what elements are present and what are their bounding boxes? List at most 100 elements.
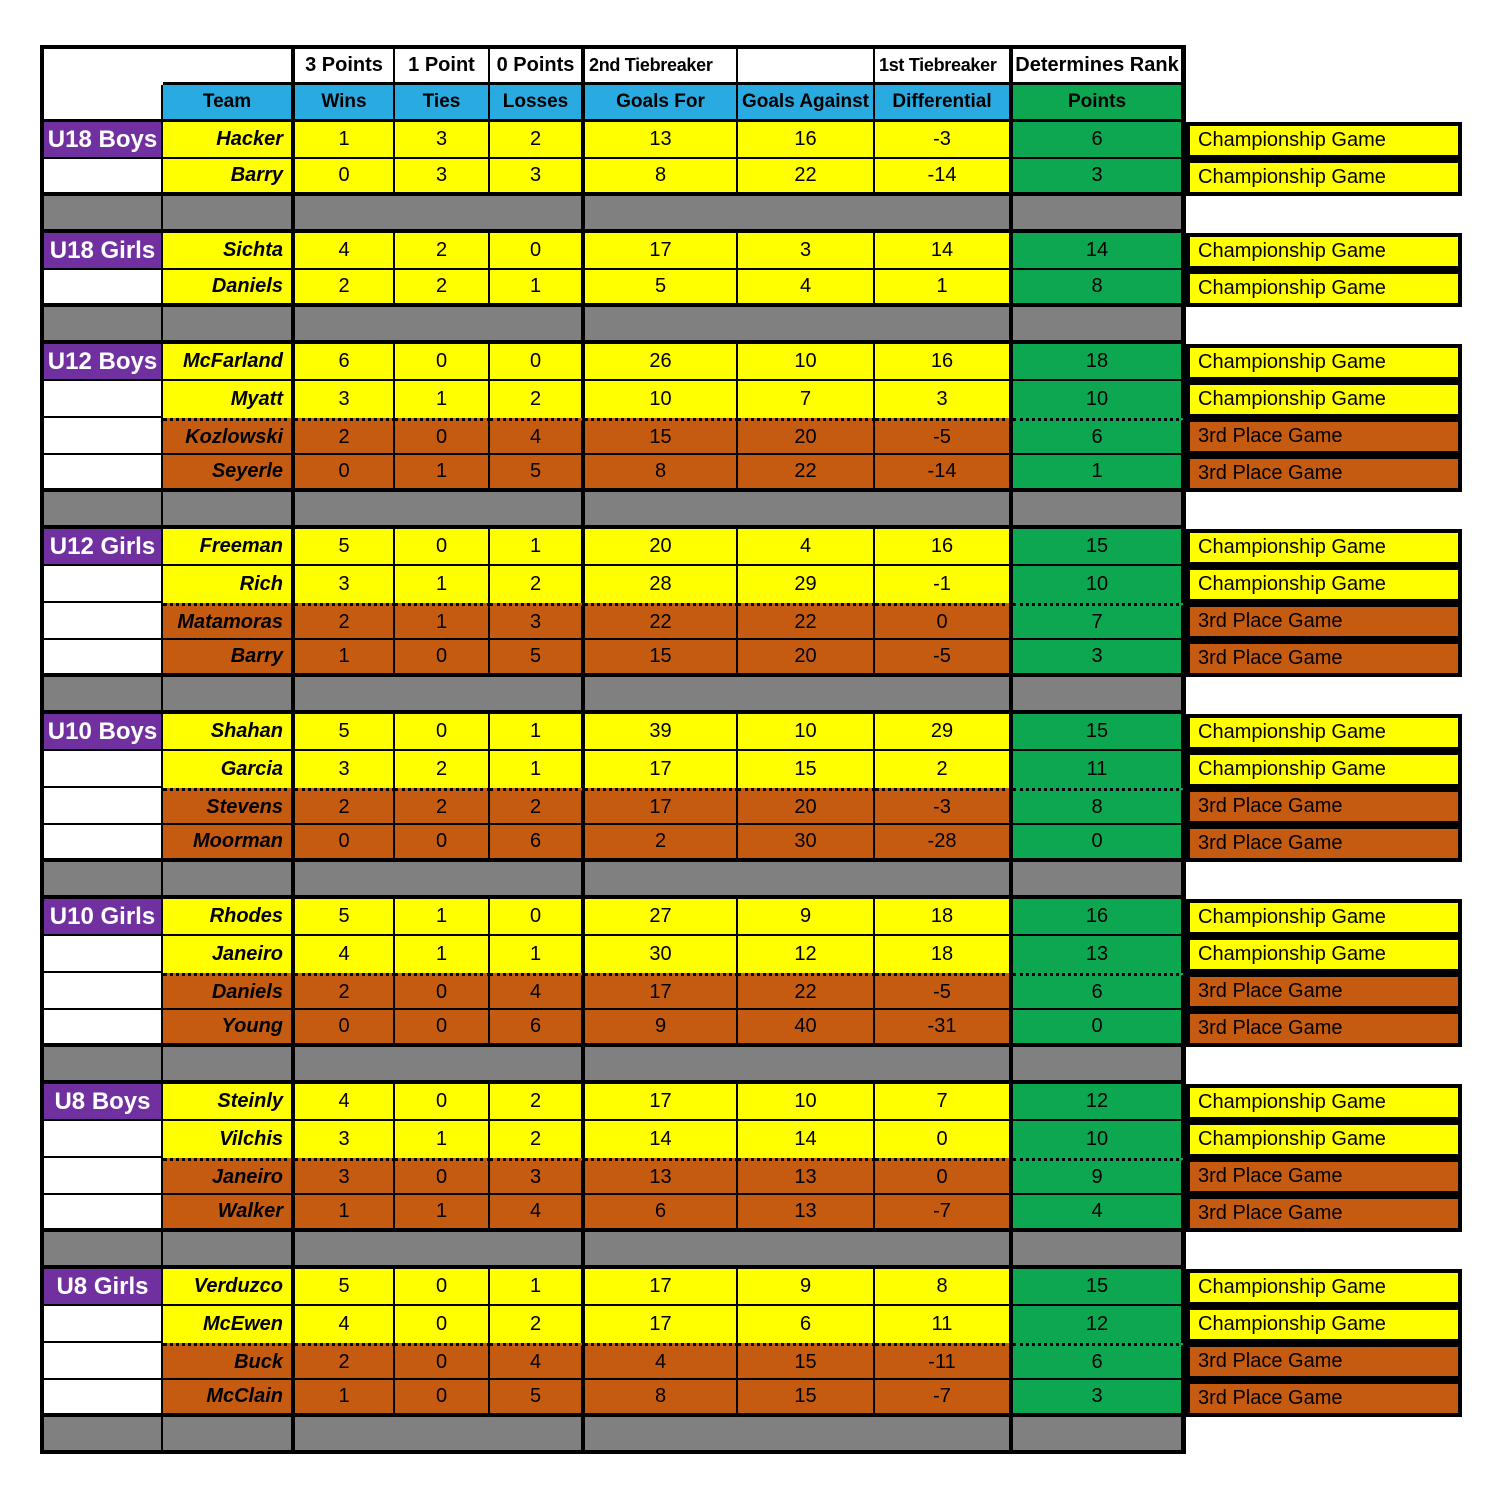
cell-losses: 2 (490, 1121, 585, 1158)
game-cell: 3rd Place Game (1186, 455, 1466, 492)
group-spacer (40, 1121, 163, 1158)
separator-cell (40, 307, 163, 344)
game-label: Championship Game (1186, 899, 1462, 936)
cell-differential: 0 (875, 1158, 1013, 1195)
group-label: U10 Boys (40, 714, 163, 751)
cell-differential: 7 (875, 1084, 1013, 1121)
cell-differential: 14 (875, 233, 1013, 270)
group-spacer (40, 1010, 163, 1047)
cell-ties: 0 (395, 1380, 490, 1417)
game-cell: Championship Game (1186, 344, 1466, 381)
cell-differential: 8 (875, 1269, 1013, 1306)
cell-goals-for: 17 (585, 1084, 738, 1121)
team-name: Daniels (163, 270, 295, 307)
cell-losses: 2 (490, 788, 585, 825)
cell-losses: 5 (490, 640, 585, 677)
header-blank (738, 45, 875, 85)
team-name: Shahan (163, 714, 295, 751)
game-cell: Championship Game (1186, 270, 1466, 307)
col-header-differential: Differential (875, 85, 1013, 122)
cell-wins: 2 (295, 788, 395, 825)
header-blank (163, 45, 295, 85)
cell-goals-against: 9 (738, 1269, 875, 1306)
group-label: U10 Girls (40, 899, 163, 936)
cell-losses: 2 (490, 1084, 585, 1121)
game-label: Championship Game (1186, 751, 1462, 788)
cell-points: 10 (1013, 566, 1186, 603)
cell-goals-for: 14 (585, 1121, 738, 1158)
cell-wins: 5 (295, 899, 395, 936)
game-label: Championship Game (1186, 936, 1462, 973)
cell-losses: 4 (490, 1195, 585, 1232)
separator-cell (1013, 862, 1186, 899)
cell-wins: 3 (295, 1158, 395, 1195)
group-spacer (40, 381, 163, 418)
separator-cell (1013, 307, 1186, 344)
group-label: U8 Boys (40, 1084, 163, 1121)
game-cell: Championship Game (1186, 899, 1466, 936)
game-label: 3rd Place Game (1186, 1380, 1462, 1417)
group-spacer (40, 603, 163, 640)
separator-cell (295, 492, 585, 529)
cell-points: 3 (1013, 640, 1186, 677)
game-label: 3rd Place Game (1186, 603, 1462, 640)
cell-goals-for: 9 (585, 1010, 738, 1047)
separator-cell (585, 1047, 1013, 1084)
cell-differential: 11 (875, 1306, 1013, 1343)
game-label: Championship Game (1186, 381, 1462, 418)
team-name: Buck (163, 1343, 295, 1380)
cell-goals-against: 12 (738, 936, 875, 973)
group-spacer (40, 1306, 163, 1343)
cell-points: 15 (1013, 1269, 1186, 1306)
cell-goals-for: 13 (585, 1158, 738, 1195)
cell-losses: 3 (490, 159, 585, 196)
header-2nd-tiebreaker: 2nd Tiebreaker (585, 45, 738, 85)
team-name: Matamoras (163, 603, 295, 640)
spacer (1186, 85, 1466, 122)
spacer (1186, 1232, 1466, 1269)
cell-differential: 16 (875, 529, 1013, 566)
cell-goals-against: 20 (738, 788, 875, 825)
team-name: Hacker (163, 122, 295, 159)
game-cell: 3rd Place Game (1186, 1195, 1466, 1232)
cell-goals-against: 3 (738, 233, 875, 270)
header-1-point: 1 Point (395, 45, 490, 85)
cell-differential: 0 (875, 603, 1013, 640)
separator-cell (1013, 1232, 1186, 1269)
cell-differential: 3 (875, 381, 1013, 418)
cell-differential: 2 (875, 751, 1013, 788)
separator-cell (40, 862, 163, 899)
cell-wins: 3 (295, 381, 395, 418)
cell-points: 0 (1013, 1010, 1186, 1047)
team-name: Young (163, 1010, 295, 1047)
cell-wins: 0 (295, 159, 395, 196)
cell-goals-for: 13 (585, 122, 738, 159)
cell-ties: 0 (395, 973, 490, 1010)
cell-differential: 29 (875, 714, 1013, 751)
game-label: Championship Game (1186, 566, 1462, 603)
game-cell: 3rd Place Game (1186, 603, 1466, 640)
cell-differential: -5 (875, 640, 1013, 677)
cell-goals-against: 22 (738, 603, 875, 640)
game-label: Championship Game (1186, 714, 1462, 751)
team-name: Barry (163, 640, 295, 677)
cell-wins: 1 (295, 640, 395, 677)
game-label: 3rd Place Game (1186, 1010, 1462, 1047)
cell-goals-for: 26 (585, 344, 738, 381)
game-cell: 3rd Place Game (1186, 788, 1466, 825)
cell-ties: 2 (395, 751, 490, 788)
game-label: Championship Game (1186, 233, 1462, 270)
separator-cell (40, 492, 163, 529)
cell-losses: 4 (490, 1343, 585, 1380)
spacer (1186, 677, 1466, 714)
team-name: Rhodes (163, 899, 295, 936)
group-spacer (40, 788, 163, 825)
cell-goals-against: 20 (738, 640, 875, 677)
separator-cell (585, 677, 1013, 714)
cell-goals-against: 30 (738, 825, 875, 862)
game-label: Championship Game (1186, 1084, 1462, 1121)
cell-goals-for: 17 (585, 973, 738, 1010)
cell-losses: 0 (490, 233, 585, 270)
cell-goals-for: 39 (585, 714, 738, 751)
cell-points: 6 (1013, 973, 1186, 1010)
